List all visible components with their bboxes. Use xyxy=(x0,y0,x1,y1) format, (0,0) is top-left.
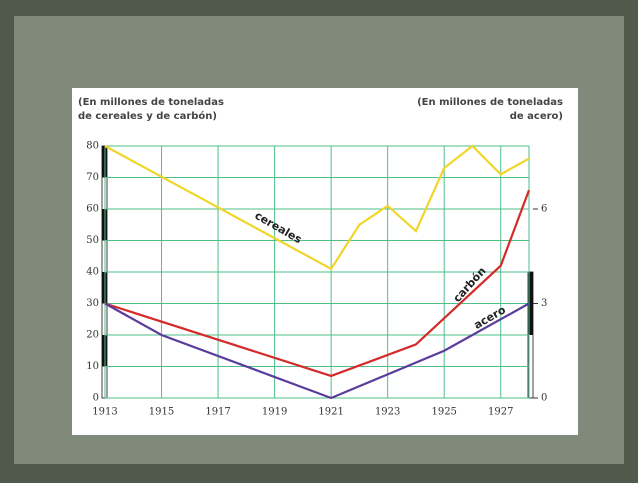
y2-tick-label: 3 xyxy=(541,298,547,309)
y2-tick-label: 0 xyxy=(541,393,547,404)
y-tick-label: 0 xyxy=(93,393,99,404)
series-line xyxy=(104,189,531,378)
series-line xyxy=(104,302,530,400)
x-tick-label: 1913 xyxy=(92,407,117,418)
x-tick-label: 1927 xyxy=(488,407,513,418)
x-tick-label: 1921 xyxy=(318,407,343,418)
y-tick-label: 30 xyxy=(86,298,99,309)
y-axis-label: (En millones de toneladas xyxy=(78,97,224,108)
x-tick-label: 1925 xyxy=(431,407,456,418)
y2-axis-label: (En millones de toneladas xyxy=(417,97,563,108)
y-tick-label: 80 xyxy=(86,141,99,152)
x-tick-label: 1923 xyxy=(375,407,400,418)
y2-axis-label: de acero) xyxy=(510,111,563,122)
series-line xyxy=(104,144,530,271)
y-tick-label: 50 xyxy=(86,235,99,246)
y-tick-label: 70 xyxy=(86,172,99,183)
y-tick-label: 40 xyxy=(86,267,99,278)
y-tick-label: 10 xyxy=(86,361,99,372)
x-tick-label: 1919 xyxy=(262,407,287,418)
y2-tick-label: 6 xyxy=(541,204,547,215)
y-axis-label: de cereales y de carbón) xyxy=(78,110,217,122)
y-tick-label: 20 xyxy=(86,330,99,341)
x-tick-label: 1915 xyxy=(149,407,174,418)
y-tick-label: 60 xyxy=(86,204,99,215)
x-tick-label: 1917 xyxy=(205,407,230,418)
